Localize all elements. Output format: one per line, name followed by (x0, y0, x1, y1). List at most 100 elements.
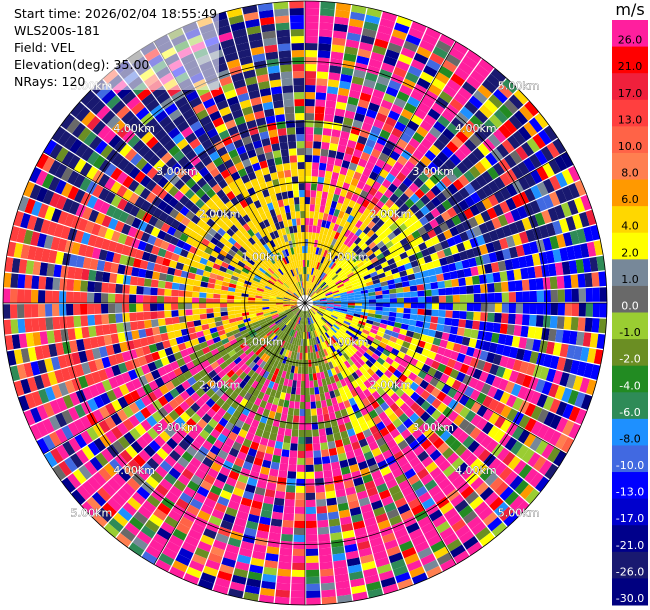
radar-gate (271, 274, 279, 281)
radar-gate (229, 530, 244, 541)
radar-gate (337, 210, 345, 219)
radar-gate (394, 218, 404, 228)
radar-gate (87, 292, 95, 303)
radar-gate (307, 288, 310, 296)
radar-gate (276, 483, 286, 492)
radar-gate (279, 235, 285, 244)
radar-gate (541, 443, 555, 459)
radar-gate (443, 325, 452, 334)
radar-gate (158, 115, 172, 129)
radar-gate (356, 337, 365, 345)
radar-gate (350, 193, 360, 203)
radar-gate (193, 279, 202, 287)
radar-gate (326, 497, 337, 506)
radar-gate (335, 267, 343, 275)
radar-gate (555, 417, 569, 433)
radar-gate (351, 419, 360, 428)
radar-gate (291, 314, 297, 321)
radar-gate (136, 303, 144, 312)
radar-gate (261, 204, 270, 213)
radar-gate (148, 513, 164, 527)
radar-gate (346, 557, 361, 567)
radar-gate (319, 271, 325, 279)
radar-gate (328, 337, 335, 345)
radar-gate (171, 377, 181, 388)
radar-gate (309, 331, 313, 339)
radar-gate (74, 230, 85, 243)
radar-gate (337, 594, 353, 604)
radar-gate (373, 349, 383, 357)
radar-gate (487, 166, 500, 180)
radar-gate (404, 160, 416, 172)
radar-gate (257, 2, 273, 12)
radar-gate (330, 327, 337, 334)
radar-gate (71, 242, 81, 255)
radar-gate (493, 109, 508, 124)
radar-gate (213, 140, 225, 151)
radar-gate (309, 345, 313, 353)
radar-gate (373, 506, 386, 517)
radar-gate (293, 541, 305, 549)
radar-gate (325, 377, 332, 386)
radar-gate (307, 310, 310, 318)
radar-gate (256, 530, 269, 540)
radar-gate (384, 270, 393, 277)
radar-gate (241, 422, 251, 432)
radar-gate (155, 255, 165, 265)
radar-gate (210, 331, 220, 339)
radar-gate (305, 29, 319, 37)
radar-gate (371, 245, 380, 253)
radar-gate (185, 303, 193, 310)
radar-gate (458, 505, 474, 519)
radar-gate (235, 284, 244, 290)
radar-gate (352, 119, 363, 129)
radar-gate (323, 370, 330, 379)
radar-gate (331, 313, 339, 318)
radar-gate (405, 397, 415, 408)
radar-gate (294, 513, 305, 521)
radar-gate (346, 214, 355, 224)
radar-gate (285, 292, 292, 297)
radar-gate (224, 175, 234, 185)
radar-gate (291, 176, 299, 184)
radar-gate (31, 289, 39, 303)
radar-gate (190, 402, 201, 413)
radar-gate (231, 72, 245, 83)
radar-gate (251, 162, 261, 172)
radar-gate (36, 438, 50, 454)
radar-gate (225, 387, 234, 397)
radar-gate (269, 293, 277, 297)
radar-gate (327, 79, 340, 88)
radar-gate (269, 208, 277, 218)
radar-gate (75, 449, 89, 465)
radar-gate (29, 167, 42, 184)
radar-gate (73, 291, 81, 303)
radar-gate (305, 457, 314, 465)
radar-gate (312, 304, 320, 307)
radar-gate (293, 408, 300, 416)
radar-gate (223, 550, 238, 561)
radar-gate (253, 199, 262, 209)
radar-gate (362, 428, 373, 438)
radar-gate (286, 183, 293, 192)
radar-gate (139, 175, 152, 188)
radar-gate (221, 281, 230, 287)
radar-gate (195, 330, 205, 338)
radar-gate (130, 321, 139, 331)
radar-gate (269, 295, 277, 299)
radar-gate (582, 332, 592, 347)
radar-gate (250, 96, 262, 106)
radar-gate (128, 542, 145, 557)
radar-gate (48, 160, 62, 176)
radar-gate (49, 399, 62, 415)
radar-gate (451, 278, 460, 287)
radar-gate (271, 335, 278, 342)
radar-gate (358, 214, 367, 223)
radar-gate (315, 313, 321, 320)
radar-gate (436, 232, 447, 243)
radar-gate (293, 246, 297, 255)
radar-gate (191, 172, 203, 183)
radar-gate (485, 352, 496, 364)
radar-gate (278, 331, 284, 338)
radar-gate (305, 22, 319, 30)
